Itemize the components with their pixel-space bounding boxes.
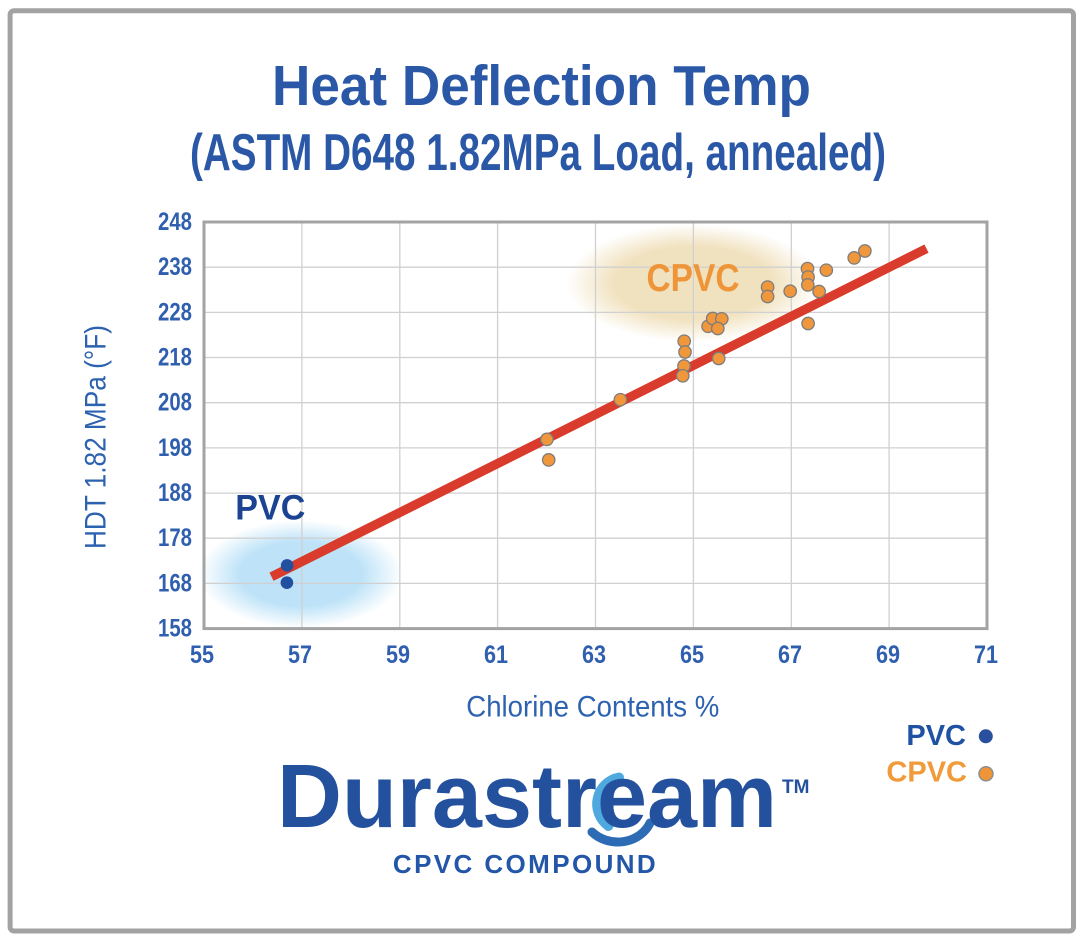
svg-text:208: 208 [158,389,192,417]
svg-text:228: 228 [158,298,192,326]
svg-text:71: 71 [974,641,998,669]
svg-text:57: 57 [288,641,312,669]
svg-text:CPVC: CPVC [647,257,740,300]
svg-text:TM: TM [782,777,809,798]
svg-text:168: 168 [158,569,192,597]
svg-text:248: 248 [158,208,192,236]
svg-text:69: 69 [876,641,900,669]
svg-text:PVC: PVC [906,720,966,752]
svg-text:(ASTM D648 1.82MPa Load, annea: (ASTM D648 1.82MPa Load, annealed) [190,124,886,182]
svg-text:178: 178 [158,524,192,552]
svg-text:Heat Deflection Temp: Heat Deflection Temp [272,54,811,118]
svg-text:65: 65 [680,641,704,669]
svg-text:CPVC COMPOUND: CPVC COMPOUND [393,849,658,879]
svg-text:CPVC: CPVC [886,757,967,789]
svg-text:59: 59 [386,641,410,669]
svg-text:63: 63 [582,641,606,669]
svg-text:PVC: PVC [235,489,305,528]
svg-text:198: 198 [158,434,192,462]
svg-text:HDT 1.82 MPa (°F): HDT 1.82 MPa (°F) [80,325,113,549]
svg-text:Durastream: Durastream [277,747,777,847]
svg-text:Chlorine Contents %: Chlorine Contents % [466,691,719,724]
svg-text:67: 67 [778,641,802,669]
svg-text:238: 238 [158,253,192,281]
svg-text:61: 61 [484,641,508,669]
svg-text:158: 158 [158,615,192,643]
svg-text:188: 188 [158,479,192,507]
svg-text:55: 55 [190,641,214,669]
svg-text:218: 218 [158,344,192,372]
